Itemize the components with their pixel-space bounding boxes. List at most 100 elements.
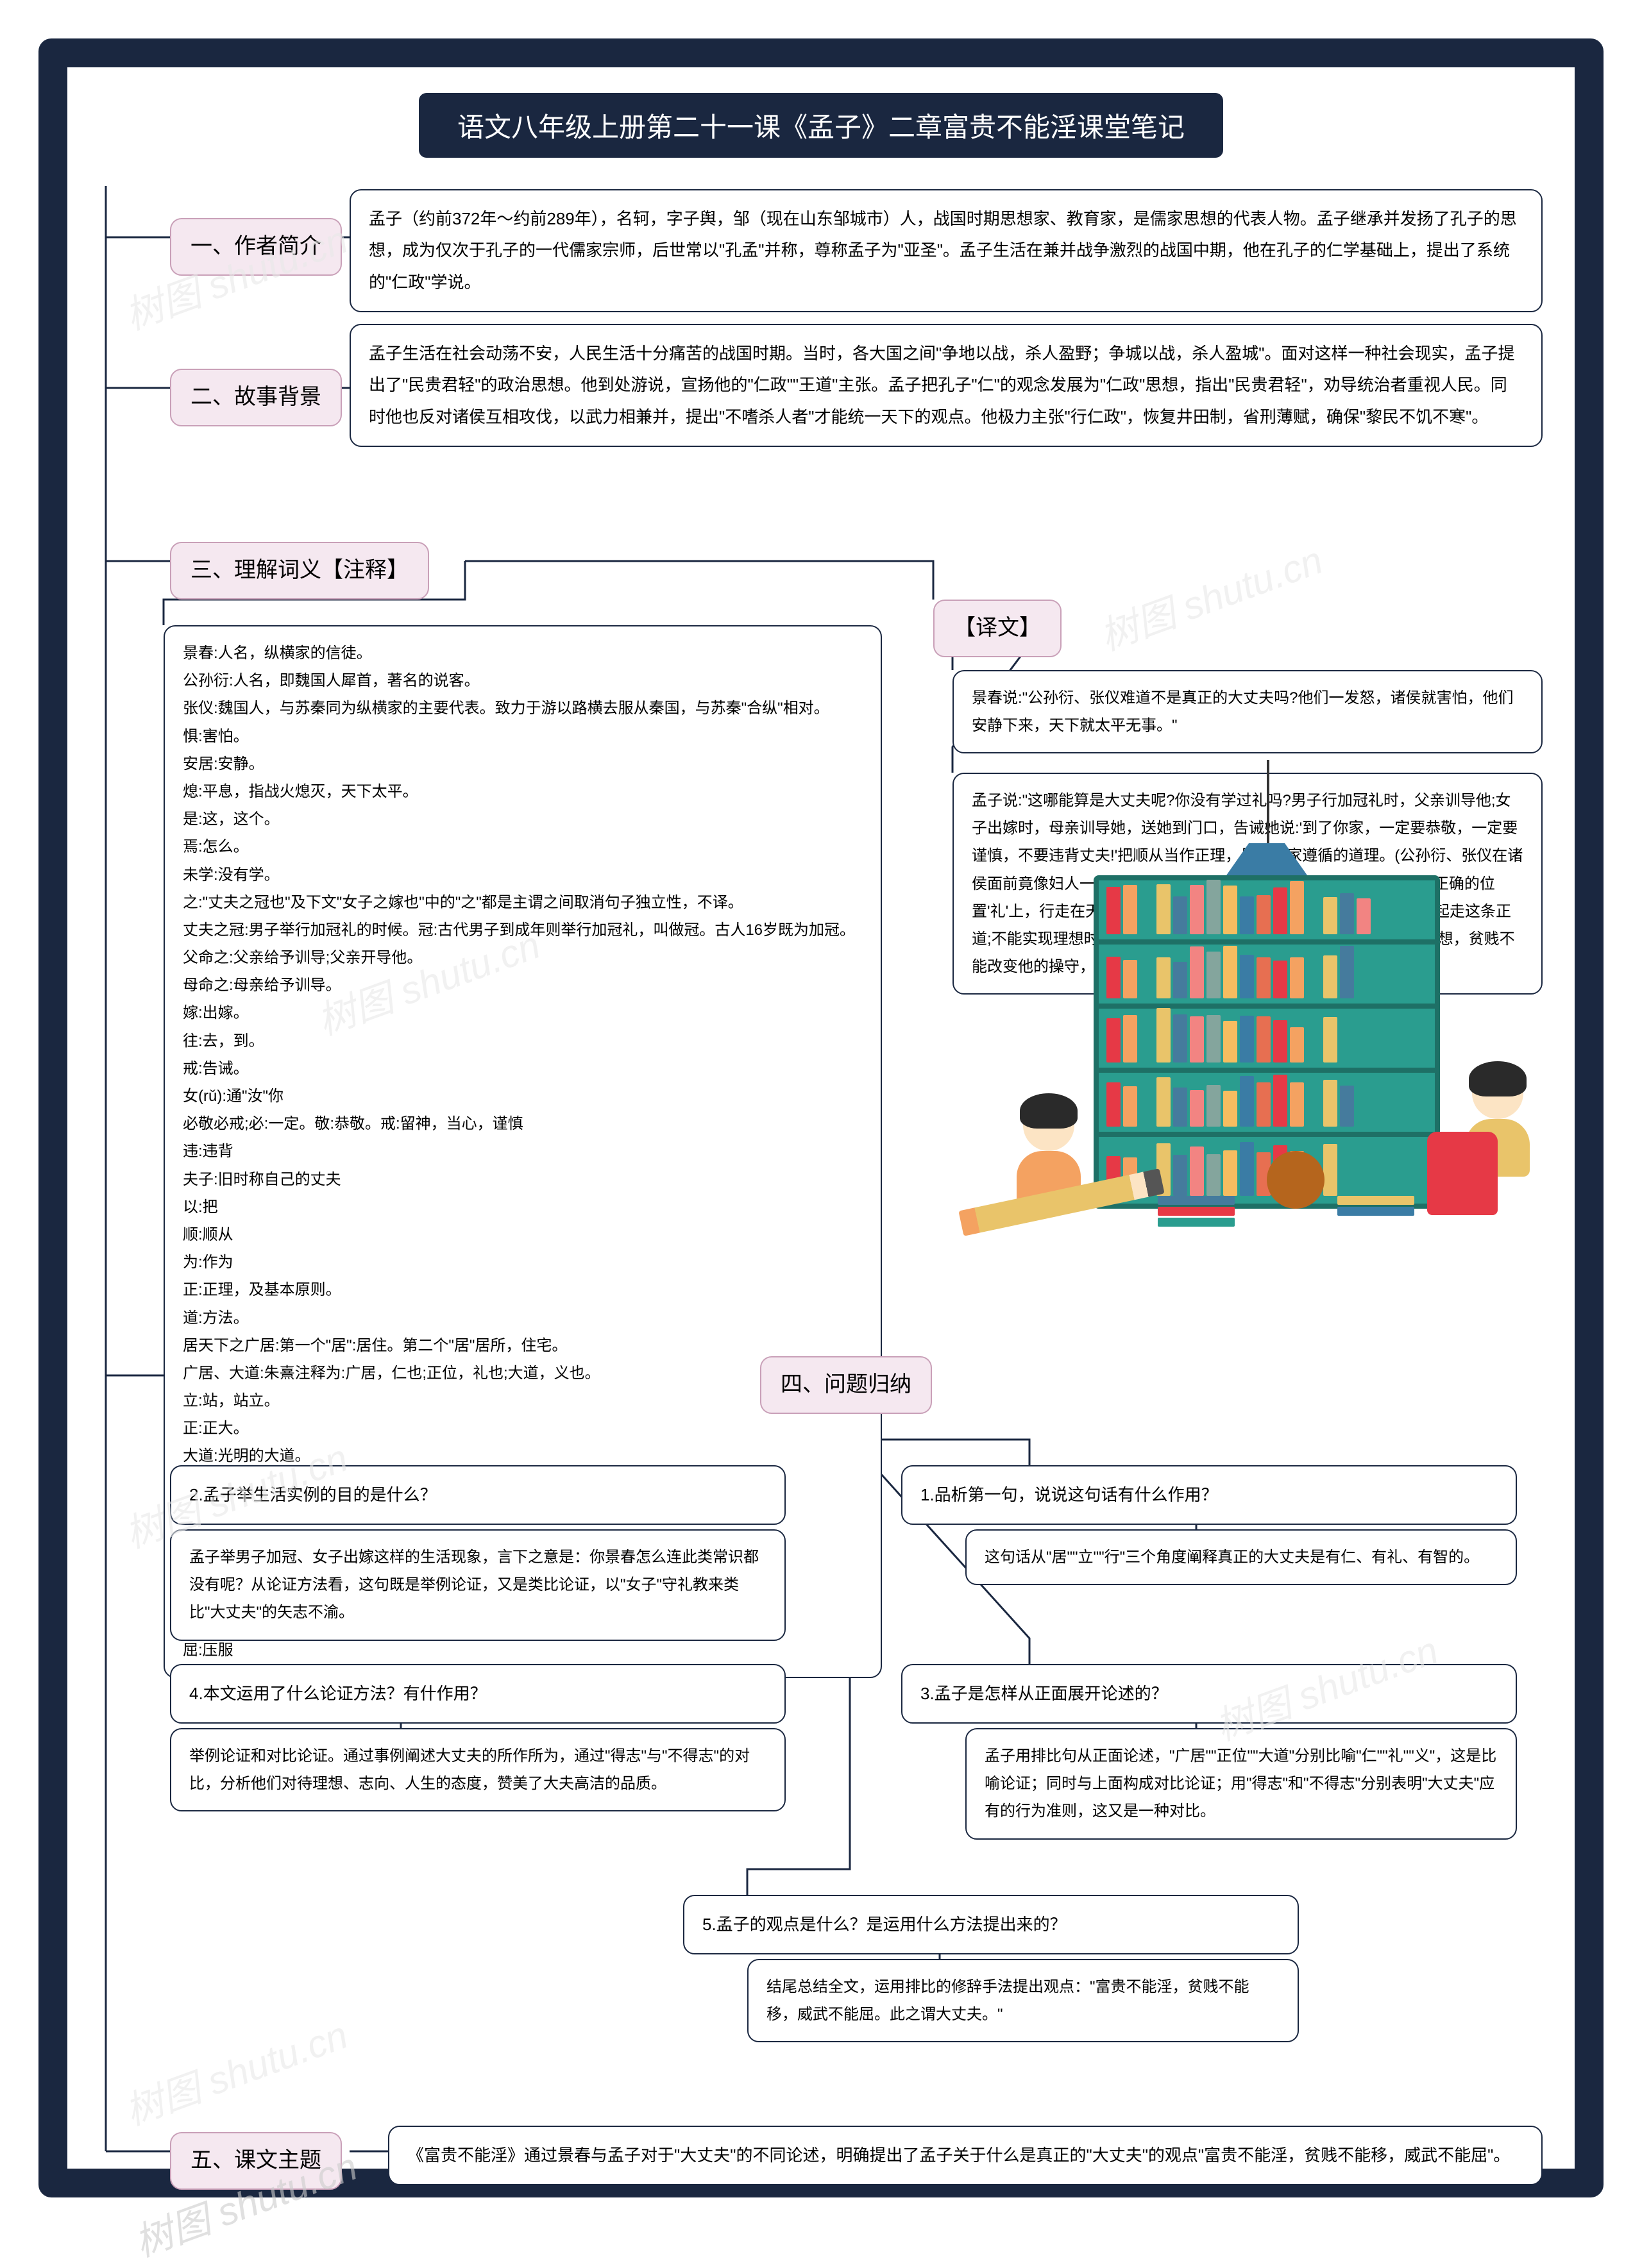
shelf-row — [1099, 945, 1435, 1009]
book-icon — [1206, 1085, 1221, 1127]
book-icon — [1307, 952, 1321, 998]
backpack-icon — [1427, 1132, 1498, 1215]
book-icon — [1273, 1020, 1287, 1063]
section-4-header: 四、问题归纳 — [760, 1356, 932, 1414]
book-icon — [1206, 1154, 1221, 1196]
book-icon — [1323, 1017, 1337, 1063]
book-icon — [1223, 1021, 1237, 1063]
book-icon — [1223, 886, 1237, 934]
q1: 1.品析第一句，说说这句话有什么作用？ — [901, 1465, 1517, 1525]
book-icon — [1173, 1155, 1187, 1196]
book-icon — [1323, 1144, 1337, 1196]
shelf-row — [1099, 880, 1435, 945]
q5: 5.孟子的观点是什么？是运用什么方法提出来的？ — [683, 1895, 1299, 1954]
section-2-header: 二、故事背景 — [170, 369, 342, 426]
page-title: 语文八年级上册第二十一课《孟子》二章富贵不能淫课堂笔记 — [419, 93, 1223, 158]
page-root: 语文八年级上册第二十一课《孟子》二章富贵不能淫课堂笔记 — [0, 0, 1642, 2236]
shelf-row — [1099, 1009, 1435, 1073]
book-icon — [1273, 1075, 1287, 1127]
book-icon — [1190, 946, 1204, 998]
book-icon — [1106, 1018, 1121, 1063]
watermark: 树图 shutu.cn — [1091, 529, 1329, 661]
q2-answer: 孟子举男子加冠、女子出嫁这样的生活现象，言下之意是：你景春怎么连此类常识都没有呢… — [170, 1529, 786, 1641]
section-3b-text1: 景春说:"公孙衍、张仪难道不是真正的大丈夫吗?他们一发怒，诸侯就害怕，他们安静下… — [952, 670, 1543, 753]
book-icon — [1307, 1083, 1321, 1127]
book-icon — [1123, 885, 1137, 934]
book-icon — [1156, 1008, 1171, 1063]
book-icon — [1140, 1027, 1154, 1063]
book-stack-icon — [1158, 1196, 1235, 1222]
book-icon — [1240, 1076, 1254, 1127]
book-icon — [1290, 881, 1304, 934]
book-icon — [1240, 955, 1254, 998]
q2: 2.孟子举生活实例的目的是什么？ — [170, 1465, 786, 1525]
canvas: 语文八年级上册第二十一课《孟子》二章富贵不能淫课堂笔记 — [67, 67, 1575, 2169]
book-icon — [1140, 898, 1154, 934]
book-icon — [1240, 1016, 1254, 1063]
section-5-text: 《富贵不能淫》通过景春与孟子对于"大丈夫"的不同论述，明确提出了孟子关于什么是真… — [388, 2126, 1543, 2185]
book-icon — [1223, 1150, 1237, 1196]
book-icon — [1123, 1015, 1137, 1063]
book-icon — [1190, 885, 1204, 934]
book-icon — [1290, 957, 1304, 999]
book-icon — [1190, 1090, 1204, 1127]
section-2-text: 孟子生活在社会动荡不安，人民生活十分痛苦的战国时期。当时，各大国之间"争地以战，… — [350, 324, 1543, 447]
book-icon — [1257, 895, 1271, 934]
book-icon — [1323, 955, 1337, 998]
book-icon — [1240, 896, 1254, 934]
q4-answer: 举例论证和对比论证。通过事例阐述大丈夫的所作所为，通过"得志"与"不得志"的对比… — [170, 1728, 786, 1811]
book-icon — [1206, 952, 1221, 998]
basketball-icon — [1267, 1151, 1325, 1209]
book-stack-icon — [1337, 1196, 1414, 1222]
watermark: 树图 shutu.cn — [116, 2004, 354, 2136]
book-icon — [1123, 960, 1137, 998]
book-icon — [1106, 957, 1121, 998]
book-icon — [1323, 1080, 1337, 1127]
book-icon — [1140, 1078, 1154, 1127]
book-icon — [1123, 1086, 1137, 1127]
outer-frame: 语文八年级上册第二十一课《孟子》二章富贵不能淫课堂笔记 — [38, 38, 1604, 2197]
book-icon — [1156, 957, 1171, 998]
book-icon — [1240, 1142, 1254, 1196]
book-icon — [1140, 951, 1154, 998]
book-icon — [1340, 946, 1354, 998]
section-5-header: 五、课文主题 — [170, 2132, 342, 2190]
book-icon — [1257, 1082, 1271, 1127]
book-icon — [1223, 946, 1237, 998]
book-icon — [1106, 1082, 1121, 1127]
book-icon — [1273, 887, 1287, 934]
book-icon — [1357, 898, 1371, 934]
section-1-text: 孟子（约前372年～约前289年），名轲，字子舆，邹（现在山东邹城市）人，战国时… — [350, 189, 1543, 312]
q1-answer: 这句话从"居""立""行"三个角度阐释真正的大丈夫是有仁、有礼、有智的。 — [965, 1529, 1517, 1585]
book-icon — [1340, 1086, 1354, 1127]
book-icon — [1206, 880, 1221, 934]
book-icon — [1156, 884, 1171, 934]
q4: 4.本文运用了什么论证方法？有什作用？ — [170, 1664, 786, 1724]
book-icon — [1173, 1088, 1187, 1127]
book-icon — [1323, 897, 1337, 934]
book-icon — [1206, 1015, 1221, 1063]
book-icon — [1173, 962, 1187, 998]
section-1-header: 一、作者简介 — [170, 218, 342, 276]
book-icon — [1290, 1027, 1304, 1063]
section-3b-header: 【译文】 — [933, 600, 1062, 657]
book-icon — [1106, 887, 1121, 934]
shelf-row — [1099, 1073, 1435, 1137]
book-icon — [1340, 893, 1354, 934]
section-3-header: 三、理解词义【注释】 — [170, 542, 429, 600]
book-icon — [1257, 1016, 1271, 1063]
q3: 3.孟子是怎样从正面展开论述的？ — [901, 1664, 1517, 1724]
book-icon — [1307, 1021, 1321, 1063]
book-icon — [1307, 897, 1321, 934]
book-icon — [1290, 1082, 1304, 1127]
book-icon — [1273, 961, 1287, 999]
book-icon — [1173, 1014, 1187, 1063]
book-icon — [1223, 1091, 1237, 1127]
q3-answer: 孟子用排比句从正面论述，"广居""正位""大道"分别比喻"仁""礼""义"，这是… — [965, 1728, 1517, 1840]
book-icon — [1257, 957, 1271, 998]
lamp-cord-icon — [1267, 760, 1269, 850]
bookshelf-illustration — [978, 760, 1555, 1222]
book-icon — [1190, 1016, 1204, 1063]
q5-answer: 结尾总结全文，运用排比的修辞手法提出观点："富贵不能淫，贫贱不能移，威武不能屈。… — [747, 1959, 1299, 2042]
book-icon — [1156, 1077, 1171, 1127]
